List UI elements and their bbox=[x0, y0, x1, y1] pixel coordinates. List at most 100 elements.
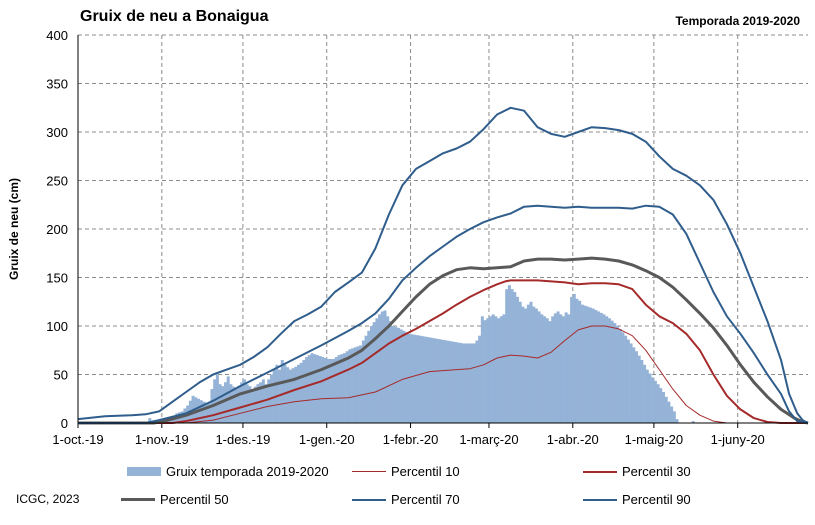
snow-depth-bar bbox=[656, 384, 660, 423]
snow-depth-bar bbox=[375, 318, 379, 423]
snow-depth-bar bbox=[653, 380, 657, 423]
snow-depth-bar bbox=[651, 377, 655, 423]
snow-depth-bar bbox=[478, 335, 482, 423]
snow-depth-bar bbox=[391, 326, 395, 423]
snow-depth-bar bbox=[470, 343, 474, 423]
snow-depth-bar bbox=[664, 396, 668, 423]
snow-depth-bar bbox=[645, 369, 649, 423]
x-tick-label: 1-des.-19 bbox=[215, 432, 270, 447]
snow-depth-bar bbox=[421, 336, 425, 423]
legend-item-p90: Percentil 90 bbox=[583, 492, 691, 507]
snow-depth-bar bbox=[313, 354, 317, 423]
snow-depth-bar bbox=[524, 308, 528, 423]
series-line-percentil-70 bbox=[78, 204, 809, 424]
snow-depth-bar bbox=[526, 304, 530, 423]
snow-depth-bar bbox=[632, 347, 636, 423]
snow-depth-bar bbox=[540, 314, 544, 423]
snow-depth-bar bbox=[659, 388, 663, 423]
legend-swatch-p90 bbox=[583, 498, 617, 501]
snow-depth-bar bbox=[475, 340, 479, 423]
snow-depth-bar bbox=[621, 332, 625, 423]
snow-depth-bar bbox=[543, 316, 547, 423]
snow-depth-bar bbox=[575, 298, 579, 423]
snow-depth-bar bbox=[602, 314, 606, 423]
snow-depth-bar bbox=[370, 326, 374, 423]
snow-depth-bar bbox=[662, 391, 666, 423]
snow-depth-bar bbox=[564, 312, 568, 423]
snow-depth-bar bbox=[578, 300, 582, 423]
snow-depth-bar bbox=[348, 349, 352, 423]
snow-depth-bar bbox=[267, 379, 271, 423]
snow-depth-bar bbox=[326, 358, 330, 423]
snow-depth-bar bbox=[424, 336, 428, 423]
legend-item-p10: Percentil 10 bbox=[352, 464, 460, 479]
y-tick-label: 400 bbox=[46, 28, 68, 43]
snow-depth-bar bbox=[597, 311, 601, 423]
snow-depth-bar bbox=[405, 332, 409, 423]
snow-depth-bar bbox=[288, 369, 292, 423]
legend-item-p70: Percentil 70 bbox=[352, 492, 460, 507]
snow-depth-bar bbox=[291, 368, 295, 423]
snow-depth-bar bbox=[634, 351, 638, 423]
legend-label-p50: Percentil 50 bbox=[160, 492, 229, 507]
snow-depth-bar bbox=[361, 340, 365, 423]
y-axis-title: Gruix de neu (cm) bbox=[7, 178, 21, 280]
snow-depth-bar bbox=[451, 341, 455, 423]
snow-depth-bar bbox=[605, 316, 609, 423]
x-tick-label: 1-febr.-20 bbox=[383, 432, 439, 447]
snow-depth-bar bbox=[548, 321, 552, 423]
series-line-percentil-50 bbox=[78, 256, 809, 425]
snow-depth-bar bbox=[245, 384, 249, 423]
snow-depth-bar bbox=[275, 364, 279, 423]
snow-depth-bar bbox=[399, 329, 403, 423]
snow-depth-bar bbox=[472, 343, 476, 423]
snow-depth-bar bbox=[691, 421, 695, 423]
snow-depth-bar bbox=[148, 418, 152, 423]
snow-depth-bar bbox=[510, 289, 514, 423]
snow-depth-bar bbox=[532, 306, 536, 423]
snow-depth-bar bbox=[488, 316, 492, 423]
snow-depth-bar bbox=[297, 364, 301, 423]
y-tick-label: 200 bbox=[46, 222, 68, 237]
snow-depth-bar bbox=[315, 355, 319, 423]
snow-depth-bar bbox=[640, 359, 644, 423]
y-tick-label: 50 bbox=[54, 368, 68, 383]
snow-depth-bar bbox=[299, 362, 303, 423]
snow-depth-bar bbox=[453, 342, 457, 423]
snow-depth-bar bbox=[240, 382, 244, 423]
snow-depth-bar bbox=[502, 314, 506, 423]
snow-depth-bar bbox=[402, 330, 406, 423]
snow-depth-bar bbox=[594, 309, 598, 423]
snow-depth-bar bbox=[613, 323, 617, 423]
snow-depth-bar bbox=[648, 373, 652, 423]
series-line-percentil-30 bbox=[78, 279, 808, 424]
snow-depth-bar bbox=[334, 357, 338, 423]
snow-depth-bar bbox=[321, 357, 325, 423]
snow-depth-bar bbox=[324, 358, 328, 423]
snow-depth-bar bbox=[364, 335, 368, 423]
series-line-percentil-10 bbox=[78, 325, 808, 424]
y-tick-label: 350 bbox=[46, 77, 68, 92]
snow-depth-bar bbox=[394, 326, 398, 423]
snow-depth-bar bbox=[342, 353, 346, 423]
x-tick-label: 1-oct.-19 bbox=[52, 432, 103, 447]
snow-depth-bar bbox=[589, 307, 593, 423]
legend-swatch-bars bbox=[127, 467, 161, 476]
snow-depth-bar bbox=[494, 316, 498, 423]
y-tick-label: 300 bbox=[46, 125, 68, 140]
snow-depth-bar bbox=[670, 406, 674, 423]
snow-depth-bar bbox=[205, 402, 209, 423]
legend-label-bars: Gruix temporada 2019-2020 bbox=[166, 464, 329, 479]
snow-depth-bar bbox=[513, 292, 517, 423]
snow-depth-bar bbox=[586, 306, 590, 423]
snow-depth-bar bbox=[624, 335, 628, 423]
snow-depth-bar bbox=[443, 340, 447, 423]
snow-depth-bar bbox=[675, 419, 679, 423]
snow-depth-bar bbox=[337, 355, 341, 423]
snow-depth-bar bbox=[553, 313, 557, 423]
legend-swatch-p10 bbox=[352, 471, 386, 472]
snow-depth-bar bbox=[280, 359, 284, 423]
snow-depth-bar bbox=[329, 358, 333, 423]
snow-depth-bar bbox=[413, 334, 417, 423]
